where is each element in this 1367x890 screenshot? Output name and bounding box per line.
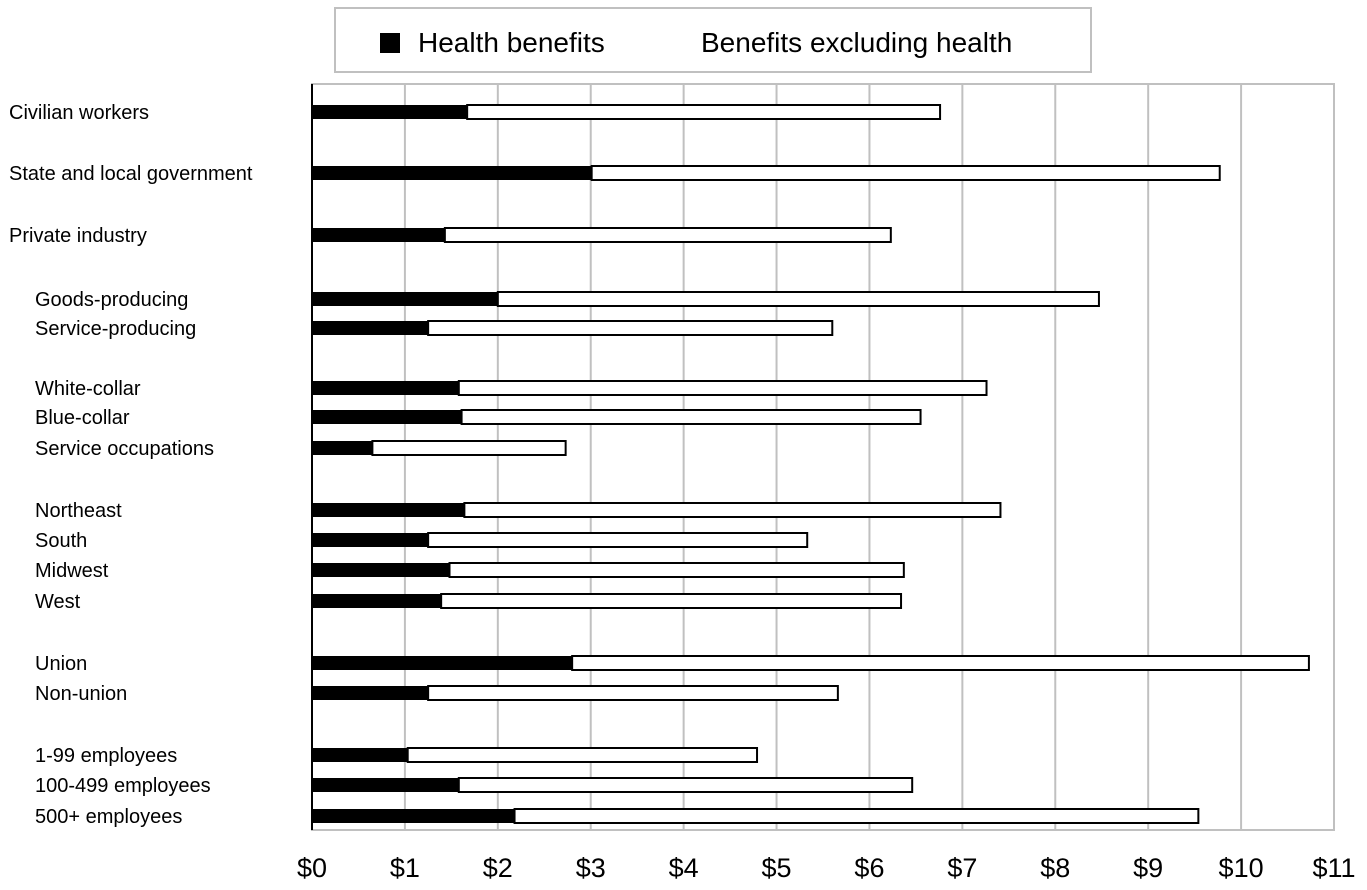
bar-benefits-excluding-health bbox=[427, 320, 834, 336]
bar-health-benefits bbox=[312, 809, 515, 823]
bar-health-benefits bbox=[312, 778, 459, 792]
bar-health-benefits bbox=[312, 686, 429, 700]
bar-benefits-excluding-health bbox=[457, 777, 914, 793]
category-label: Service occupations bbox=[35, 438, 214, 460]
bar-benefits-excluding-health bbox=[427, 685, 839, 701]
plot-area bbox=[311, 83, 1335, 831]
category-label: Non-union bbox=[35, 683, 127, 705]
x-tick-label: $7 bbox=[947, 853, 977, 883]
category-label: South bbox=[35, 530, 87, 552]
category-label: Union bbox=[35, 653, 87, 675]
bar-health-benefits bbox=[312, 166, 592, 180]
bar-health-benefits bbox=[312, 441, 373, 455]
category-label: Private industry bbox=[9, 225, 147, 247]
bar-health-benefits bbox=[312, 748, 408, 762]
bar-benefits-excluding-health bbox=[466, 104, 942, 120]
category-label: State and local government bbox=[9, 163, 253, 185]
bar-benefits-excluding-health bbox=[513, 808, 1200, 824]
bar-health-benefits bbox=[312, 105, 468, 119]
category-label: Blue-collar bbox=[35, 407, 130, 429]
bar-health-benefits bbox=[312, 563, 450, 577]
bar-benefits-excluding-health bbox=[590, 165, 1221, 181]
x-tick-label: $5 bbox=[762, 853, 792, 883]
category-label: Northeast bbox=[35, 500, 122, 522]
plot-frame bbox=[311, 83, 1335, 831]
x-axis-tick-labels: $0 $1 $2 $3 $4 $5 $6 $7 $8 $9 $10 $11 bbox=[297, 853, 1356, 883]
category-label: West bbox=[35, 591, 81, 613]
legend-label-excluding-health: Benefits excluding health bbox=[701, 27, 1012, 58]
bar-health-benefits bbox=[312, 503, 465, 517]
x-tick-label: $8 bbox=[1040, 853, 1070, 883]
bar-health-benefits bbox=[312, 228, 445, 242]
legend-box bbox=[334, 7, 1092, 73]
bar-benefits-excluding-health bbox=[406, 747, 759, 763]
bar-health-benefits bbox=[312, 656, 573, 670]
legend-swatch-health bbox=[380, 33, 400, 53]
bar-health-benefits bbox=[312, 533, 429, 547]
bar-benefits-excluding-health bbox=[571, 655, 1310, 671]
legend: Health benefits Benefits excluding healt… bbox=[334, 7, 1092, 73]
x-tick-label: $0 bbox=[297, 853, 327, 883]
x-tick-label: $4 bbox=[669, 853, 699, 883]
category-label: 500+ employees bbox=[35, 806, 182, 828]
bar-benefits-excluding-health bbox=[440, 593, 903, 609]
bar-benefits-excluding-health bbox=[496, 291, 1100, 307]
bar-health-benefits bbox=[312, 292, 498, 306]
bar-health-benefits bbox=[312, 381, 459, 395]
category-label: Midwest bbox=[35, 560, 109, 582]
bar-benefits-excluding-health bbox=[457, 380, 988, 396]
category-labels: Civilian workers State and local governme… bbox=[9, 102, 253, 828]
x-tick-label: $2 bbox=[483, 853, 513, 883]
bar-health-benefits bbox=[312, 594, 442, 608]
x-tick-label: $1 bbox=[390, 853, 420, 883]
category-label: Civilian workers bbox=[9, 102, 149, 124]
legend-label-health: Health benefits bbox=[418, 27, 605, 58]
x-tick-label: $10 bbox=[1219, 853, 1264, 883]
category-label: 1-99 employees bbox=[35, 745, 177, 767]
bar-health-benefits bbox=[312, 321, 429, 335]
x-tick-label: $3 bbox=[576, 853, 606, 883]
bar-benefits-excluding-health bbox=[448, 562, 905, 578]
bar-benefits-excluding-health bbox=[463, 502, 1002, 518]
category-label: Goods-producing bbox=[35, 289, 188, 311]
bar-benefits-excluding-health bbox=[460, 409, 922, 425]
x-tick-label: $6 bbox=[854, 853, 884, 883]
bar-benefits-excluding-health bbox=[427, 532, 809, 548]
bar-benefits-excluding-health bbox=[443, 227, 892, 243]
x-tick-label: $9 bbox=[1133, 853, 1163, 883]
category-label: White-collar bbox=[35, 378, 141, 400]
category-label: Service-producing bbox=[35, 318, 196, 340]
bar-health-benefits bbox=[312, 410, 462, 424]
category-label: 100-499 employees bbox=[35, 775, 211, 797]
x-tick-label: $11 bbox=[1312, 853, 1355, 883]
bar-benefits-excluding-health bbox=[371, 440, 567, 456]
